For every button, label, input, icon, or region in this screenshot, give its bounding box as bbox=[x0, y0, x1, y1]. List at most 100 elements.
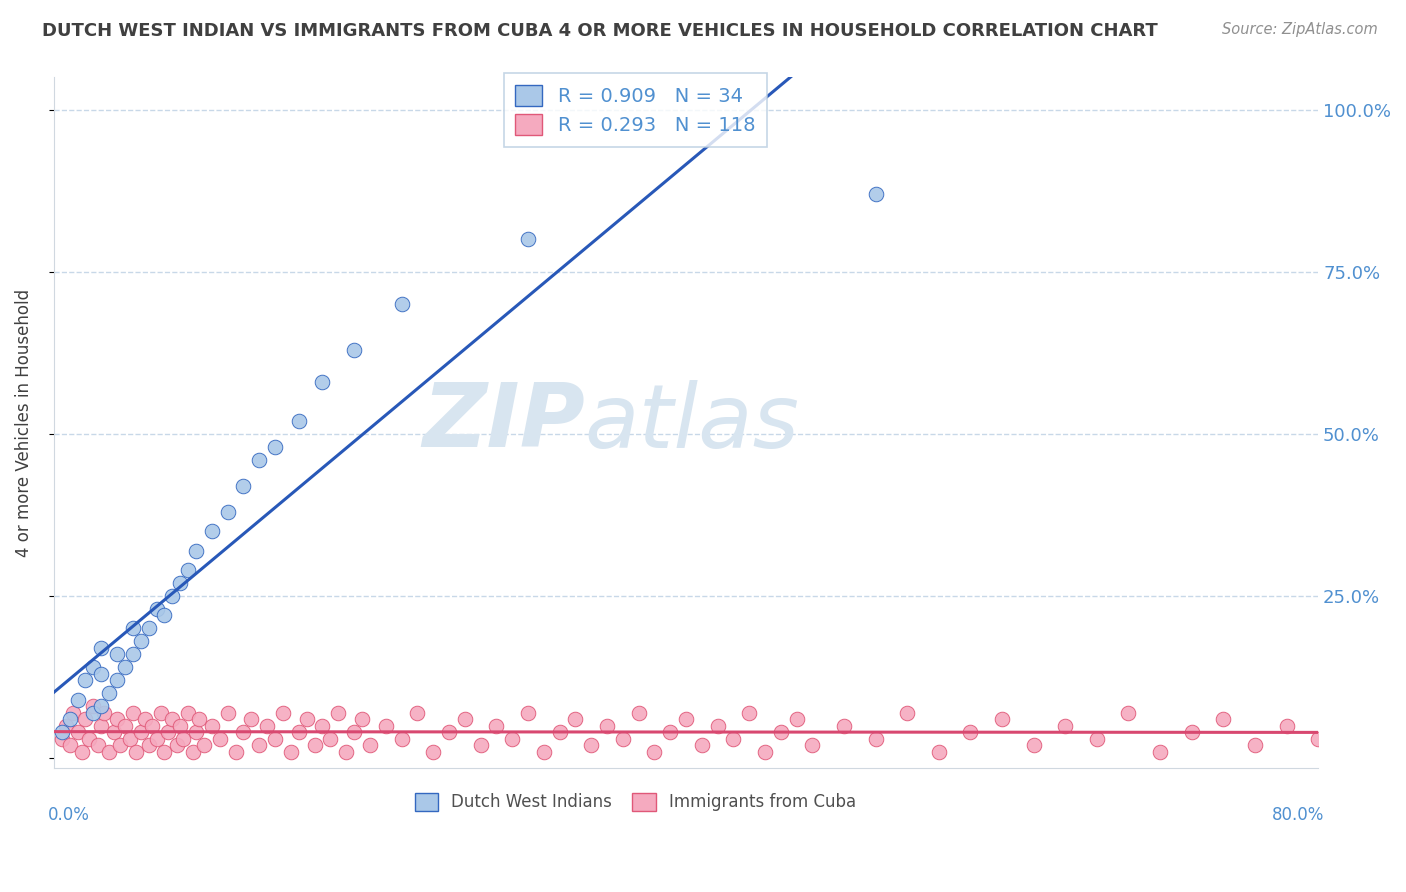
Point bbox=[247, 738, 270, 752]
Point bbox=[59, 738, 82, 752]
Point bbox=[51, 731, 73, 746]
Point bbox=[406, 706, 429, 720]
Point bbox=[485, 718, 508, 732]
Point bbox=[184, 543, 207, 558]
Point bbox=[564, 712, 586, 726]
Point bbox=[437, 725, 460, 739]
Point bbox=[1369, 744, 1392, 758]
Point bbox=[1402, 725, 1406, 739]
Point bbox=[145, 602, 167, 616]
Point bbox=[150, 706, 173, 720]
Point bbox=[90, 666, 112, 681]
Text: 80.0%: 80.0% bbox=[1272, 805, 1324, 823]
Point bbox=[153, 744, 176, 758]
Point bbox=[1118, 706, 1140, 720]
Point bbox=[105, 712, 128, 726]
Point bbox=[391, 731, 413, 746]
Point bbox=[271, 706, 294, 720]
Point bbox=[754, 744, 776, 758]
Point bbox=[217, 706, 239, 720]
Point bbox=[75, 712, 97, 726]
Point bbox=[311, 375, 333, 389]
Legend: Dutch West Indians, Immigrants from Cuba: Dutch West Indians, Immigrants from Cuba bbox=[408, 786, 863, 818]
Point bbox=[90, 718, 112, 732]
Point bbox=[516, 232, 538, 246]
Point bbox=[738, 706, 761, 720]
Point bbox=[723, 731, 745, 746]
Point bbox=[1085, 731, 1108, 746]
Point bbox=[129, 634, 152, 648]
Point bbox=[193, 738, 215, 752]
Point bbox=[264, 731, 287, 746]
Point bbox=[114, 660, 136, 674]
Point bbox=[208, 731, 231, 746]
Point bbox=[865, 731, 887, 746]
Point bbox=[103, 725, 125, 739]
Point bbox=[225, 744, 247, 758]
Point bbox=[118, 731, 141, 746]
Point bbox=[188, 712, 211, 726]
Point bbox=[201, 524, 224, 538]
Point bbox=[501, 731, 523, 746]
Point bbox=[201, 718, 224, 732]
Point bbox=[247, 453, 270, 467]
Point bbox=[295, 712, 318, 726]
Point bbox=[343, 725, 366, 739]
Point bbox=[51, 725, 73, 739]
Point bbox=[1339, 706, 1361, 720]
Y-axis label: 4 or more Vehicles in Household: 4 or more Vehicles in Household bbox=[15, 288, 32, 557]
Point bbox=[87, 738, 110, 752]
Point bbox=[1022, 738, 1045, 752]
Point bbox=[141, 718, 163, 732]
Point bbox=[125, 744, 148, 758]
Point bbox=[75, 673, 97, 688]
Point bbox=[145, 731, 167, 746]
Point bbox=[114, 718, 136, 732]
Point bbox=[66, 725, 89, 739]
Point bbox=[82, 660, 104, 674]
Point bbox=[1244, 738, 1267, 752]
Point bbox=[516, 706, 538, 720]
Point bbox=[391, 297, 413, 311]
Point bbox=[1275, 718, 1298, 732]
Point bbox=[90, 640, 112, 655]
Point bbox=[1308, 731, 1330, 746]
Point bbox=[328, 706, 350, 720]
Point bbox=[77, 731, 100, 746]
Point bbox=[93, 706, 115, 720]
Point bbox=[82, 706, 104, 720]
Point bbox=[659, 725, 682, 739]
Point bbox=[98, 686, 121, 700]
Point bbox=[1181, 725, 1204, 739]
Point bbox=[454, 712, 477, 726]
Point bbox=[991, 712, 1014, 726]
Point bbox=[162, 712, 184, 726]
Point bbox=[319, 731, 342, 746]
Point bbox=[769, 725, 792, 739]
Point bbox=[579, 738, 602, 752]
Point bbox=[627, 706, 650, 720]
Point bbox=[675, 712, 697, 726]
Point bbox=[184, 725, 207, 739]
Point bbox=[108, 738, 131, 752]
Point bbox=[256, 718, 278, 732]
Point bbox=[350, 712, 373, 726]
Point bbox=[288, 414, 311, 428]
Point bbox=[596, 718, 619, 732]
Point bbox=[264, 440, 287, 454]
Point bbox=[533, 744, 555, 758]
Point bbox=[121, 621, 143, 635]
Text: DUTCH WEST INDIAN VS IMMIGRANTS FROM CUBA 4 OR MORE VEHICLES IN HOUSEHOLD CORREL: DUTCH WEST INDIAN VS IMMIGRANTS FROM CUB… bbox=[42, 22, 1159, 40]
Point bbox=[288, 725, 311, 739]
Point bbox=[129, 725, 152, 739]
Point bbox=[90, 699, 112, 714]
Point bbox=[166, 738, 188, 752]
Point bbox=[643, 744, 665, 758]
Point bbox=[1054, 718, 1077, 732]
Point bbox=[169, 718, 191, 732]
Point bbox=[865, 187, 887, 202]
Point bbox=[156, 725, 179, 739]
Point bbox=[470, 738, 492, 752]
Point bbox=[98, 744, 121, 758]
Point bbox=[928, 744, 950, 758]
